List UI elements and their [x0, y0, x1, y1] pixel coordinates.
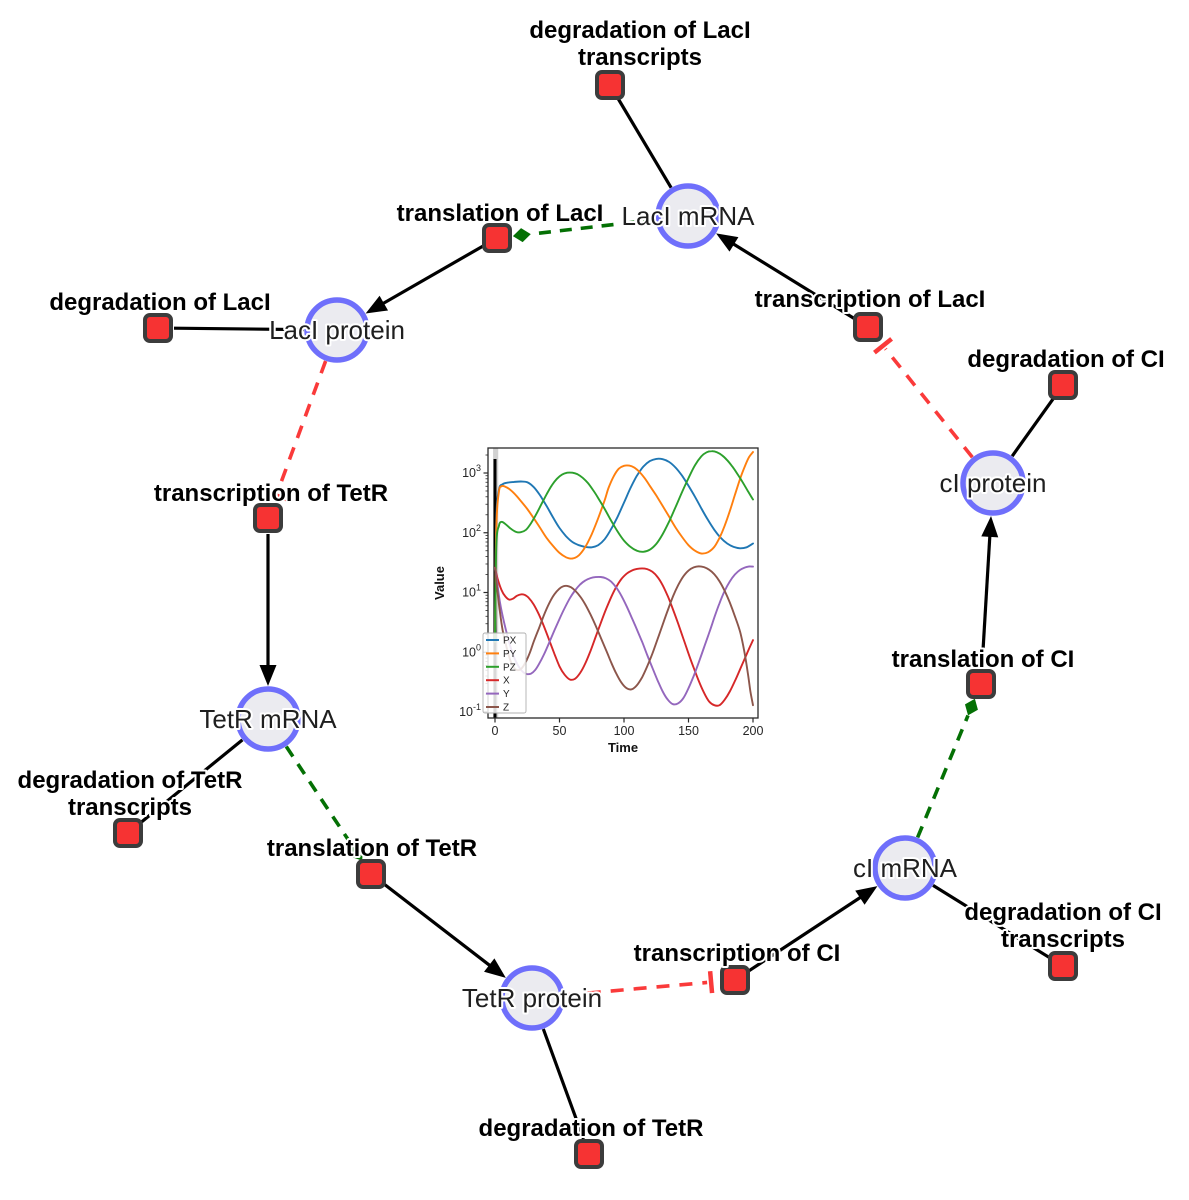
reaction-node-transl_laci: [482, 223, 512, 253]
reaction-node-deg_ci: [1048, 370, 1078, 400]
edge-modifier-tetr_mrna-transl_tetr: [284, 745, 354, 847]
chart-legend: PX PY PZ XYZ: [482, 632, 527, 714]
edge-production-transl_laci-laci_prot: [376, 244, 484, 308]
nodes-layer: [113, 70, 1078, 1169]
edge-inhibition-tetr_prot-txn_ci: [564, 980, 708, 997]
species-node-tetr_mrna: [235, 686, 301, 752]
reaction-node-txn_ci: [720, 965, 750, 995]
species-label-laci_mrna: LacI mRNA: [622, 201, 756, 231]
reaction-label-txn_tetr: transcription of TetR: [154, 480, 388, 507]
species-label-ci_mrna: cI mRNA: [853, 853, 958, 883]
species-node-laci_prot: [304, 297, 370, 363]
edge-consumption-laci_prot-deg_laci: [173, 326, 305, 332]
reaction-node-transl_tetr: [356, 859, 386, 889]
reaction-label-deg_laci: degradation of LacI: [49, 289, 270, 316]
tbar-inhibition-icon: [707, 970, 715, 994]
diamond-arrowhead-icon: [512, 228, 531, 243]
legend-label-X: X: [503, 676, 510, 687]
edges-layer: [139, 97, 1056, 1140]
x-tick-label: 0: [492, 724, 499, 738]
edge-consumption-laci_mrna-deg_laci_tx: [616, 97, 673, 189]
x-axis-title: Time: [608, 740, 638, 755]
species-label-tetr_prot: TetR protein: [462, 983, 602, 1013]
reaction-node-deg_laci_tx: [595, 70, 625, 100]
x-axis: 0 50 100 150 200 Time: [492, 718, 764, 755]
reaction-label-transl_tetr: translation of TetR: [267, 835, 477, 862]
reaction-node-deg_tetr: [574, 1139, 604, 1169]
reaction-label-deg_ci_tx: degradation of CI transcripts: [964, 899, 1161, 953]
edge-consumption-ci_mrna-deg_ci_tx: [932, 884, 1051, 959]
chart-axes-frame: [487, 447, 759, 719]
species-node-laci_mrna: [655, 183, 721, 249]
chart-series-Y: [494, 565, 754, 706]
edge-production-txn_ci-ci_mrna: [747, 892, 867, 973]
edge-modifier-ci_mrna-transl_ci: [915, 714, 970, 839]
reaction-node-txn_tetr: [253, 503, 283, 533]
reaction-node-deg_ci_tx: [1048, 951, 1078, 981]
reaction-label-transl_laci: translation of LacI: [397, 200, 604, 227]
edge-consumption-tetr_prot-deg_tetr: [541, 1028, 586, 1140]
y-axis-title: Value: [432, 566, 447, 600]
x-tick-label: 50: [553, 724, 567, 738]
arrowhead-icon: [981, 515, 999, 538]
edge-production-txn_laci-laci_mrna: [727, 239, 856, 320]
reaction-label-deg_ci: degradation of CI: [967, 346, 1164, 373]
diamond-arrowhead-icon: [964, 698, 978, 716]
species-label-laci_prot: LacI protein: [269, 315, 405, 345]
arrowhead-icon: [716, 233, 739, 252]
legend-label-PZ: PZ: [503, 662, 516, 673]
reaction-node-transl_ci: [966, 669, 996, 699]
chart-series-Z: [494, 565, 754, 707]
chart-series-PX: [494, 457, 754, 643]
species-node-ci_prot: [960, 450, 1026, 516]
chart-series-PY: [494, 451, 754, 643]
labels-layer: LacI mRNA LacI protein TetR mRNA TetR prote…: [16, 15, 1167, 1144]
tbar-inhibition-icon: [873, 337, 893, 355]
edge-inhibition-laci_prot-txn_tetr: [275, 360, 328, 493]
arrowhead-icon: [484, 958, 506, 978]
species-label-tetr_mrna: TetR mRNA: [199, 704, 337, 734]
chart-series-PZ: [494, 450, 754, 643]
chart-series-X: [494, 566, 754, 707]
diamond-arrowhead-icon: [351, 845, 363, 861]
reaction-label-txn_ci: transcription of CI: [634, 940, 841, 967]
edge-production-transl_ci-ci_prot: [980, 529, 992, 669]
chart-background: [423, 439, 768, 769]
edge-consumption-ci_prot-deg_ci: [1010, 397, 1056, 458]
chart-series-layer: [494, 450, 754, 707]
arrowhead-icon: [365, 295, 389, 314]
edge-production-transl_tetr-tetr_prot: [382, 882, 496, 971]
edge-consumption-tetr_mrna-deg_tetr_tx: [139, 738, 244, 825]
legend-label-PY: PY: [503, 649, 517, 660]
tbar-inhibition-icon: [265, 489, 288, 502]
species-node-ci_mrna: [872, 835, 938, 901]
reaction-node-txn_laci: [853, 312, 883, 342]
x-tick-label: 150: [678, 724, 699, 738]
reaction-label-deg_tetr: degradation of TetR: [479, 1115, 704, 1142]
legend-label-Z: Z: [503, 703, 509, 714]
arrowhead-icon: [259, 665, 277, 686]
reaction-label-txn_laci: transcription of LacI: [755, 286, 986, 313]
x-tick-label: 100: [614, 724, 635, 738]
reaction-label-deg_tetr_tx: degradation of TetR transcripts: [18, 767, 243, 821]
x-tick-label: 200: [743, 724, 764, 738]
edge-inhibition-ci_prot-txn_laci: [884, 347, 974, 459]
reaction-node-deg_laci: [143, 313, 173, 343]
reaction-label-transl_ci: translation of CI: [892, 646, 1075, 673]
legend-label-PX: PX: [503, 636, 517, 647]
species-node-tetr_prot: [499, 965, 565, 1031]
arrowhead-icon: [855, 886, 878, 905]
inset-chart: 0 50 100 150 200Time10-1100101102103ValuePXP…: [423, 439, 768, 769]
species-label-ci_prot: cI protein: [940, 468, 1047, 498]
reaction-label-deg_laci_tx: degradation of LacI transcripts: [529, 17, 750, 71]
reaction-node-deg_tetr_tx: [113, 818, 143, 848]
legend-label-Y: Y: [503, 689, 510, 700]
